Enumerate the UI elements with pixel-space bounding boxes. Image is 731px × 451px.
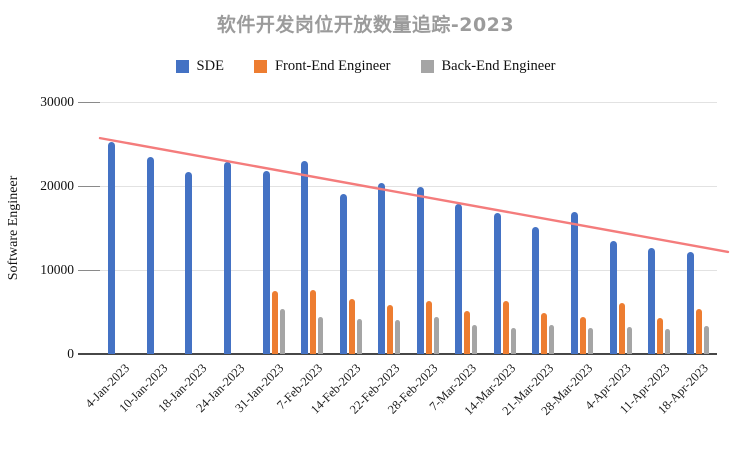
bar-group-21-Mar-2023 xyxy=(532,227,555,354)
bar-group-14-Mar-2023 xyxy=(493,212,516,354)
bar-group-24-Jan-2023 xyxy=(223,161,246,354)
bar-group-11-Apr-2023 xyxy=(648,248,671,354)
bar-front-end-engineer-7-Mar-2023 xyxy=(464,311,471,354)
bar-group-18-Jan-2023 xyxy=(185,171,207,354)
y-tick-10000 xyxy=(78,270,100,271)
bar-sde-14-Feb-2023 xyxy=(339,194,347,354)
bar-front-end-engineer-28-Mar-2023 xyxy=(580,317,587,354)
bar-group-31-Jan-2023 xyxy=(262,170,285,354)
bar-back-end-engineer-28-Feb-2023 xyxy=(433,317,439,354)
y-axis-label-30000: 30000 xyxy=(40,94,74,109)
legend-label-sde: SDE xyxy=(196,58,224,74)
gridline-10000 xyxy=(100,270,717,271)
bar-sde-7-Feb-2023 xyxy=(301,160,309,354)
bar-group-22-Feb-2023 xyxy=(378,183,401,354)
plot-area: 0 10000 20000 30000 4-Jan-2023 10-Jan-2023 18-… xyxy=(40,94,730,418)
x-axis-line xyxy=(78,353,717,355)
bar-sde-18-Apr-2023 xyxy=(686,251,694,354)
bar-back-end-engineer-4-Apr-2023 xyxy=(626,327,632,354)
bar-front-end-engineer-11-Apr-2023 xyxy=(657,317,664,354)
y-axis-label-0: 0 xyxy=(67,346,74,361)
bar-group-7-Mar-2023 xyxy=(455,204,478,354)
bar-front-end-engineer-4-Apr-2023 xyxy=(618,302,625,354)
legend-swatch-sde-icon xyxy=(175,60,189,73)
bar-group-18-Apr-2023 xyxy=(686,251,709,354)
bar-group-14-Feb-2023 xyxy=(339,194,362,354)
bar-back-end-engineer-11-Apr-2023 xyxy=(665,328,671,354)
bar-sde-28-Feb-2023 xyxy=(416,186,424,354)
bar-back-end-engineer-22-Feb-2023 xyxy=(395,319,401,354)
legend-item-sde: SDE xyxy=(175,58,224,75)
bar-front-end-engineer-7-Feb-2023 xyxy=(310,290,317,354)
bar-back-end-engineer-14-Feb-2023 xyxy=(356,318,362,354)
bar-group-10-Jan-2023 xyxy=(146,157,169,354)
legend-item-back-end: Back-End Engineer xyxy=(420,58,556,75)
bar-back-end-engineer-7-Feb-2023 xyxy=(318,317,324,354)
legend-swatch-front-end-icon xyxy=(253,60,267,73)
bar-back-end-engineer-7-Mar-2023 xyxy=(472,325,478,354)
bar-sde-24-Jan-2023 xyxy=(223,161,231,354)
bar-group-28-Mar-2023 xyxy=(571,212,594,354)
y-tick-20000 xyxy=(78,186,100,187)
chart-legend: SDE Front-End Engineer Back-End Engineer xyxy=(0,58,731,75)
bar-back-end-engineer-31-Jan-2023 xyxy=(279,308,285,354)
bar-front-end-engineer-14-Feb-2023 xyxy=(348,299,355,354)
bar-sde-11-Apr-2023 xyxy=(648,248,656,354)
bar-sde-28-Mar-2023 xyxy=(571,212,579,354)
legend-label-front-end: Front-End Engineer xyxy=(274,58,391,74)
bar-back-end-engineer-14-Mar-2023 xyxy=(510,327,516,354)
bar-back-end-engineer-21-Mar-2023 xyxy=(549,325,555,354)
bar-sde-7-Mar-2023 xyxy=(455,204,463,354)
bar-sde-31-Jan-2023 xyxy=(262,170,270,354)
y-tick-30000 xyxy=(78,102,100,103)
bar-front-end-engineer-28-Feb-2023 xyxy=(425,301,432,354)
gridline-30000 xyxy=(100,102,717,103)
bar-front-end-engineer-22-Feb-2023 xyxy=(387,305,394,354)
y-axis-title: Software Engineer xyxy=(6,175,21,281)
bar-group-4-Apr-2023 xyxy=(609,241,632,354)
bar-front-end-engineer-14-Mar-2023 xyxy=(502,301,509,354)
y-axis-label-20000: 20000 xyxy=(40,178,74,193)
legend-swatch-back-end-icon xyxy=(420,60,434,73)
bar-sde-14-Mar-2023 xyxy=(493,212,501,354)
bar-front-end-engineer-18-Apr-2023 xyxy=(695,308,702,354)
bar-group-4-Jan-2023 xyxy=(108,142,130,354)
y-axis-label-10000: 10000 xyxy=(40,262,74,277)
bar-sde-10-Jan-2023 xyxy=(146,157,154,354)
bar-front-end-engineer-31-Jan-2023 xyxy=(271,291,278,354)
bar-front-end-engineer-21-Mar-2023 xyxy=(541,312,548,354)
bar-group-7-Feb-2023 xyxy=(301,160,324,354)
bar-sde-4-Jan-2023 xyxy=(108,142,116,354)
bar-sde-4-Apr-2023 xyxy=(609,241,617,354)
x-axis: 4-Jan-2023 10-Jan-2023 18-Jan-2023 24-Jan-2… xyxy=(83,354,717,451)
bar-sde-21-Mar-2023 xyxy=(532,227,540,354)
bar-group-28-Feb-2023 xyxy=(416,186,439,354)
bar-back-end-engineer-18-Apr-2023 xyxy=(703,326,709,354)
chart-title: 软件开发岗位开放数量追踪-2023 xyxy=(216,14,515,36)
bar-sde-18-Jan-2023 xyxy=(185,171,193,354)
legend-item-front-end: Front-End Engineer xyxy=(253,58,391,75)
bar-back-end-engineer-28-Mar-2023 xyxy=(588,327,594,354)
legend-label-back-end: Back-End Engineer xyxy=(441,58,556,74)
bar-sde-22-Feb-2023 xyxy=(378,183,386,354)
